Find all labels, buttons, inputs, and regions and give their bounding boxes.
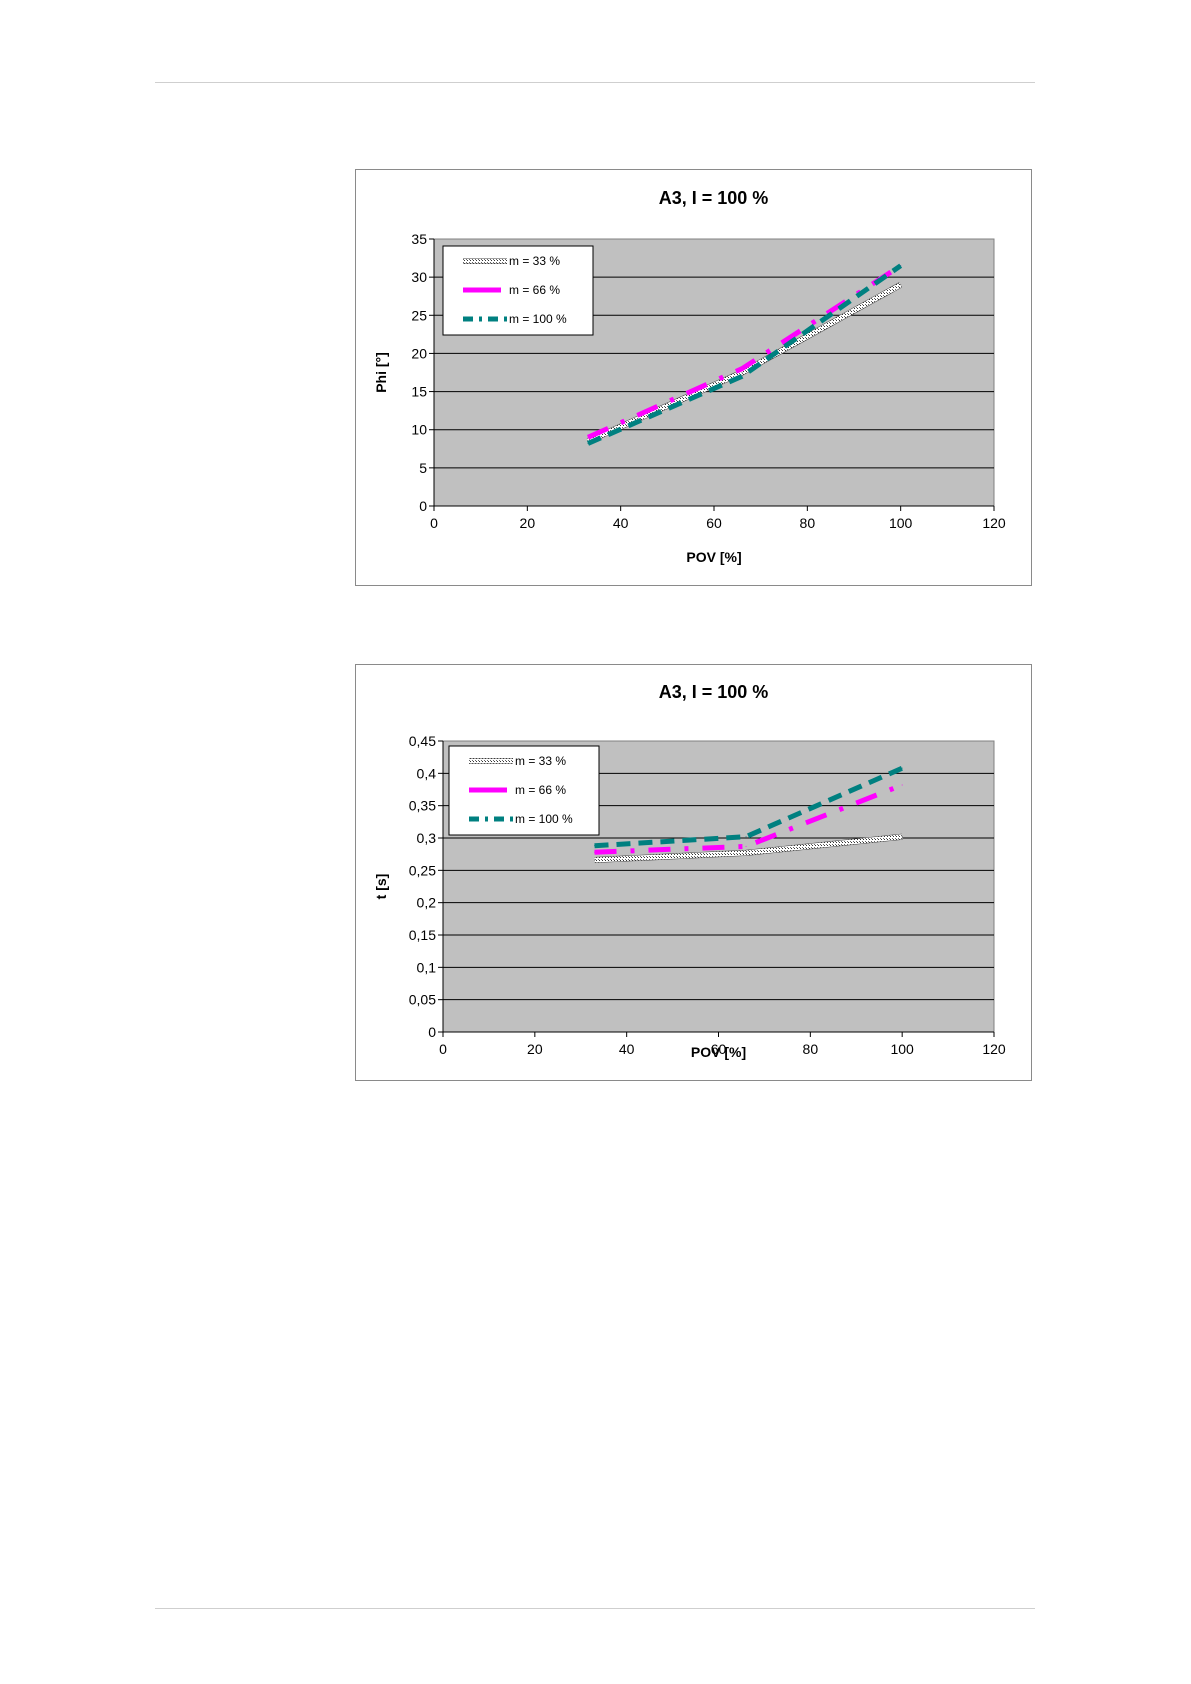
x-tick-label: 80 xyxy=(803,1041,819,1057)
y-tick-label: 0,2 xyxy=(417,895,437,911)
chart-phi: A3, I = 100 % 0 5 10 15 20 25 30 35 0 20 40 60 80 100 1… xyxy=(355,169,1032,586)
footer-rule xyxy=(155,1608,1035,1609)
x-tick-label: 60 xyxy=(706,515,722,531)
data-point xyxy=(900,265,902,267)
series-line xyxy=(594,765,904,849)
y-tick-label: 0 xyxy=(419,498,427,514)
x-tick-label: 20 xyxy=(520,515,536,531)
x-axis-title: POV [%] xyxy=(691,1044,746,1060)
legend-label: m = 100 % xyxy=(515,812,573,826)
x-tick-label: 120 xyxy=(982,1041,1006,1057)
data-point xyxy=(745,852,747,854)
data-point xyxy=(741,368,743,370)
data-point xyxy=(745,836,747,838)
y-tick-label: 30 xyxy=(411,269,427,285)
y-tick-label: 0,15 xyxy=(409,927,436,943)
x-axis-title: POV [%] xyxy=(686,549,741,565)
x-tick-label: 40 xyxy=(613,515,629,531)
chart-time: A3, I = 100 % 0 0,05 0,1 0,15 0,2 0,25 0,3 0,35 0… xyxy=(355,664,1032,1081)
data-point xyxy=(587,436,589,438)
y-tick-label: 0,35 xyxy=(409,798,436,814)
chart-time-svg: A3, I = 100 % 0 0,05 0,1 0,15 0,2 0,25 0,3 0,35 0… xyxy=(373,682,1006,1060)
chart-title: A3, I = 100 % xyxy=(659,682,769,702)
data-point xyxy=(594,851,596,853)
legend-label: m = 33 % xyxy=(515,754,566,768)
data-point xyxy=(900,284,902,286)
y-tick-label: 10 xyxy=(411,422,427,438)
data-point xyxy=(594,845,596,847)
data-point xyxy=(587,442,589,444)
x-tick-label: 100 xyxy=(889,515,913,531)
y-tick-label: 0,45 xyxy=(409,733,436,749)
y-tick-label: 25 xyxy=(411,307,427,323)
data-point xyxy=(745,845,747,847)
y-tick-label: 0,4 xyxy=(417,765,437,781)
x-tick-label: 60 xyxy=(711,1041,727,1057)
x-tick-label: 0 xyxy=(439,1041,447,1057)
x-tick-label: 20 xyxy=(527,1041,543,1057)
x-tick-label: 40 xyxy=(619,1041,635,1057)
y-axis-title: Phi [°] xyxy=(373,352,389,393)
y-tick-label: 0,25 xyxy=(409,862,436,878)
data-point xyxy=(594,859,596,861)
legend-label: m = 66 % xyxy=(515,783,566,797)
y-tick-label: 0,05 xyxy=(409,992,436,1008)
legend-label: m = 66 % xyxy=(509,283,560,297)
y-tick-label: 20 xyxy=(411,345,427,361)
data-point xyxy=(901,836,903,838)
chart-phi-svg: A3, I = 100 % 0 5 10 15 20 25 30 35 0 20 40 60 80 100 1… xyxy=(373,188,1006,565)
data-point xyxy=(901,784,903,786)
x-tick-label: 0 xyxy=(430,515,438,531)
data-point xyxy=(741,375,743,377)
y-axis-title: t [s] xyxy=(373,874,389,900)
chart-title: A3, I = 100 % xyxy=(659,188,769,208)
y-tick-label: 0,1 xyxy=(417,959,437,975)
y-tick-label: 5 xyxy=(419,460,427,476)
x-tick-label: 80 xyxy=(800,515,816,531)
header-rule xyxy=(155,82,1035,83)
legend-label: m = 33 % xyxy=(509,254,560,268)
y-tick-label: 15 xyxy=(411,384,427,400)
x-tick-label: 100 xyxy=(890,1041,914,1057)
data-point xyxy=(741,372,743,373)
y-tick-label: 0,3 xyxy=(417,830,437,846)
data-point xyxy=(901,767,903,769)
y-tick-label: 0 xyxy=(428,1024,436,1040)
legend-label: m = 100 % xyxy=(509,312,567,326)
x-tick-label: 120 xyxy=(982,515,1006,531)
y-tick-label: 35 xyxy=(411,231,427,247)
